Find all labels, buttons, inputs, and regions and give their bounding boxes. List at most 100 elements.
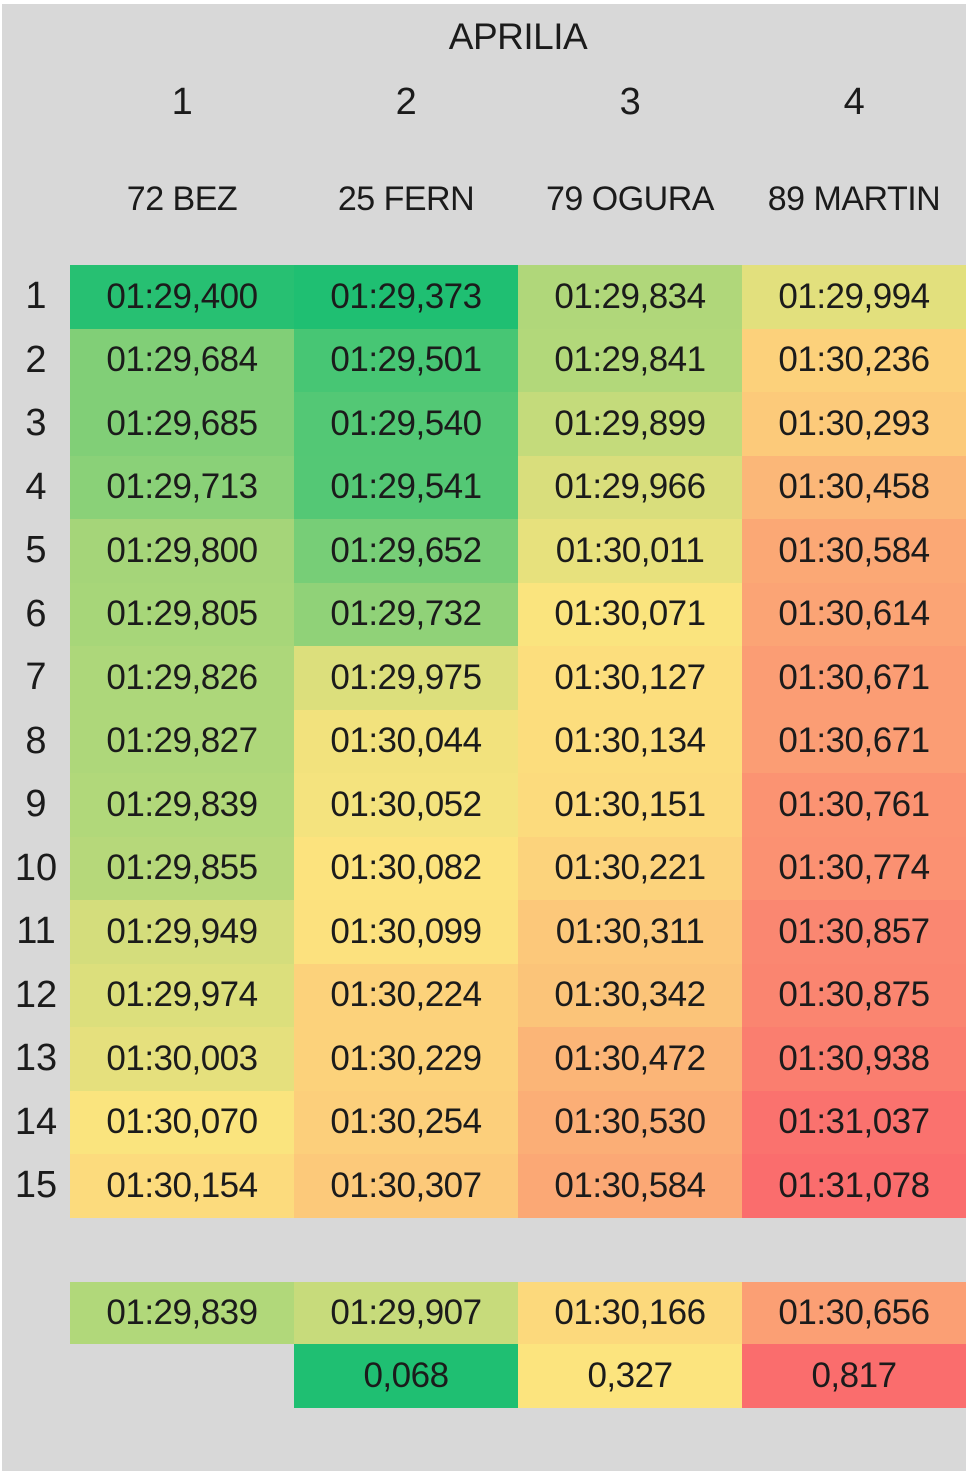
- lap-time-cell: 01:30,671: [742, 709, 966, 773]
- lap-number: 12: [14, 973, 58, 1016]
- lap-number: 10: [14, 846, 58, 889]
- lap-time-cell: 01:30,071: [518, 582, 742, 646]
- lap-time-cell: 01:30,154: [70, 1154, 294, 1218]
- lap-time-cell: 01:29,827: [70, 709, 294, 773]
- lap-number: 2: [25, 338, 47, 381]
- lap-time-cell: 01:29,540: [294, 392, 518, 456]
- lap-time-cell: 01:30,052: [294, 773, 518, 837]
- lap-number: 8: [25, 719, 47, 762]
- lap-time-cell: 01:29,541: [294, 455, 518, 519]
- lap-time-cell: 01:29,974: [70, 963, 294, 1027]
- lap-time-cell: 01:30,254: [294, 1090, 518, 1154]
- lap-time-cell: 01:29,949: [70, 900, 294, 964]
- lap-time-cell: 01:29,713: [70, 455, 294, 519]
- lap-time-cell: 01:29,975: [294, 646, 518, 710]
- gap-to-best-row: 0,068 0,327 0,817: [294, 1344, 966, 1408]
- lap-time-cell: 01:29,805: [70, 582, 294, 646]
- lap-row: 5 01:29,800 01:29,652 01:30,011 01:30,584: [2, 519, 966, 583]
- lap-time-cell: 01:30,761: [742, 773, 966, 837]
- lap-time-cell: 01:29,855: [70, 836, 294, 900]
- rider-names-row: 72 BEZ 25 FERN 79 OGURA 89 MARTIN: [70, 178, 966, 220]
- lap-time-cell: 01:30,070: [70, 1090, 294, 1154]
- lap-time-cell: 01:30,458: [742, 455, 966, 519]
- lap-row: 13 01:30,003 01:30,229 01:30,472 01:30,938: [2, 1027, 966, 1091]
- lap-row: 15 01:30,154 01:30,307 01:30,584 01:31,078: [2, 1154, 966, 1218]
- lap-time-cell: 01:30,229: [294, 1027, 518, 1091]
- lap-time-cell: 01:30,530: [518, 1090, 742, 1154]
- lap-time-cell: 01:30,134: [518, 709, 742, 773]
- lap-time-cell: 01:30,224: [294, 963, 518, 1027]
- rider-name: 72 BEZ: [126, 179, 238, 218]
- lap-number: 6: [25, 592, 47, 635]
- lap-time-cell: 01:29,841: [518, 328, 742, 392]
- lap-time-cell: 01:29,826: [70, 646, 294, 710]
- lap-time-cell: 01:29,839: [70, 773, 294, 837]
- lap-time-cell: 01:29,652: [294, 519, 518, 583]
- lap-time-cell: 01:29,994: [742, 265, 966, 329]
- lap-time-cell: 01:30,774: [742, 836, 966, 900]
- lap-number: 14: [14, 1100, 58, 1143]
- lap-time-cell: 01:30,938: [742, 1027, 966, 1091]
- lap-row: 9 01:29,839 01:30,052 01:30,151 01:30,761: [2, 773, 966, 837]
- rider-name: 79 OGURA: [546, 179, 714, 218]
- lap-times-grid: 1 01:29,400 01:29,373 01:29,834 01:29,994 2 01…: [2, 265, 966, 1218]
- lap-number: 5: [25, 529, 47, 572]
- average-time-cell: 01:30,656: [742, 1282, 966, 1344]
- lap-time-cell: 01:30,472: [518, 1027, 742, 1091]
- column-number: 1: [171, 80, 193, 123]
- lap-time-cell: 01:31,078: [742, 1154, 966, 1218]
- lap-time-cell: 01:29,685: [70, 392, 294, 456]
- lap-time-cell: 01:30,236: [742, 328, 966, 392]
- average-row: 01:29,839 01:29,907 01:30,166 01:30,656: [70, 1282, 966, 1344]
- lap-time-cell: 01:29,732: [294, 582, 518, 646]
- lap-time-cell: 01:29,800: [70, 519, 294, 583]
- lap-row: 11 01:29,949 01:30,099 01:30,311 01:30,857: [2, 900, 966, 964]
- lap-time-cell: 01:30,082: [294, 836, 518, 900]
- lap-number: 4: [25, 465, 47, 508]
- lap-time-cell: 01:30,614: [742, 582, 966, 646]
- lap-time-cell: 01:30,221: [518, 836, 742, 900]
- lap-time-cell: 01:29,899: [518, 392, 742, 456]
- lap-time-cell: 01:30,857: [742, 900, 966, 964]
- column-number: 4: [843, 80, 865, 123]
- column-numbers-row: 1 2 3 4: [70, 80, 966, 124]
- lap-time-cell: 01:30,875: [742, 963, 966, 1027]
- lap-time-cell: 01:29,373: [294, 265, 518, 329]
- page-title: APRILIA: [448, 16, 588, 57]
- lap-number: 9: [25, 783, 47, 826]
- lap-number: 13: [14, 1037, 58, 1080]
- lap-row: 3 01:29,685 01:29,540 01:29,899 01:30,293: [2, 392, 966, 456]
- lap-row: 14 01:30,070 01:30,254 01:30,530 01:31,037: [2, 1090, 966, 1154]
- lap-number: 15: [14, 1164, 58, 1207]
- lap-row: 8 01:29,827 01:30,044 01:30,134 01:30,671: [2, 709, 966, 773]
- lap-time-cell: 01:30,584: [742, 519, 966, 583]
- lap-number: 3: [25, 402, 47, 445]
- lap-row: 1 01:29,400 01:29,373 01:29,834 01:29,994: [2, 265, 966, 329]
- lap-time-cell: 01:29,684: [70, 328, 294, 392]
- lap-time-cell: 01:29,834: [518, 265, 742, 329]
- lap-time-cell: 01:30,099: [294, 900, 518, 964]
- lap-row: 6 01:29,805 01:29,732 01:30,071 01:30,614: [2, 582, 966, 646]
- lap-time-cell: 01:29,501: [294, 328, 518, 392]
- gap-to-best-cell: 0,817: [742, 1344, 966, 1408]
- lap-row: 7 01:29,826 01:29,975 01:30,127 01:30,671: [2, 646, 966, 710]
- lap-number: 1: [25, 275, 47, 318]
- lap-number: 11: [16, 910, 56, 953]
- rider-name: 25 FERN: [337, 179, 475, 218]
- lap-time-cell: 01:30,671: [742, 646, 966, 710]
- lap-row: 4 01:29,713 01:29,541 01:29,966 01:30,458: [2, 455, 966, 519]
- lap-time-cell: 01:30,307: [294, 1154, 518, 1218]
- average-time-cell: 01:29,839: [70, 1282, 294, 1344]
- lap-time-cell: 01:30,044: [294, 709, 518, 773]
- rider-name: 89 MARTIN: [767, 179, 941, 218]
- lap-time-cell: 01:29,966: [518, 455, 742, 519]
- average-time-cell: 01:29,907: [294, 1282, 518, 1344]
- lap-number: 7: [25, 656, 47, 699]
- lap-time-cell: 01:30,293: [742, 392, 966, 456]
- lap-time-cell: 01:30,151: [518, 773, 742, 837]
- lap-time-cell: 01:30,011: [518, 519, 742, 583]
- lap-row: 2 01:29,684 01:29,501 01:29,841 01:30,236: [2, 328, 966, 392]
- lap-time-cell: 01:31,037: [742, 1090, 966, 1154]
- lap-time-cell: 01:30,584: [518, 1154, 742, 1218]
